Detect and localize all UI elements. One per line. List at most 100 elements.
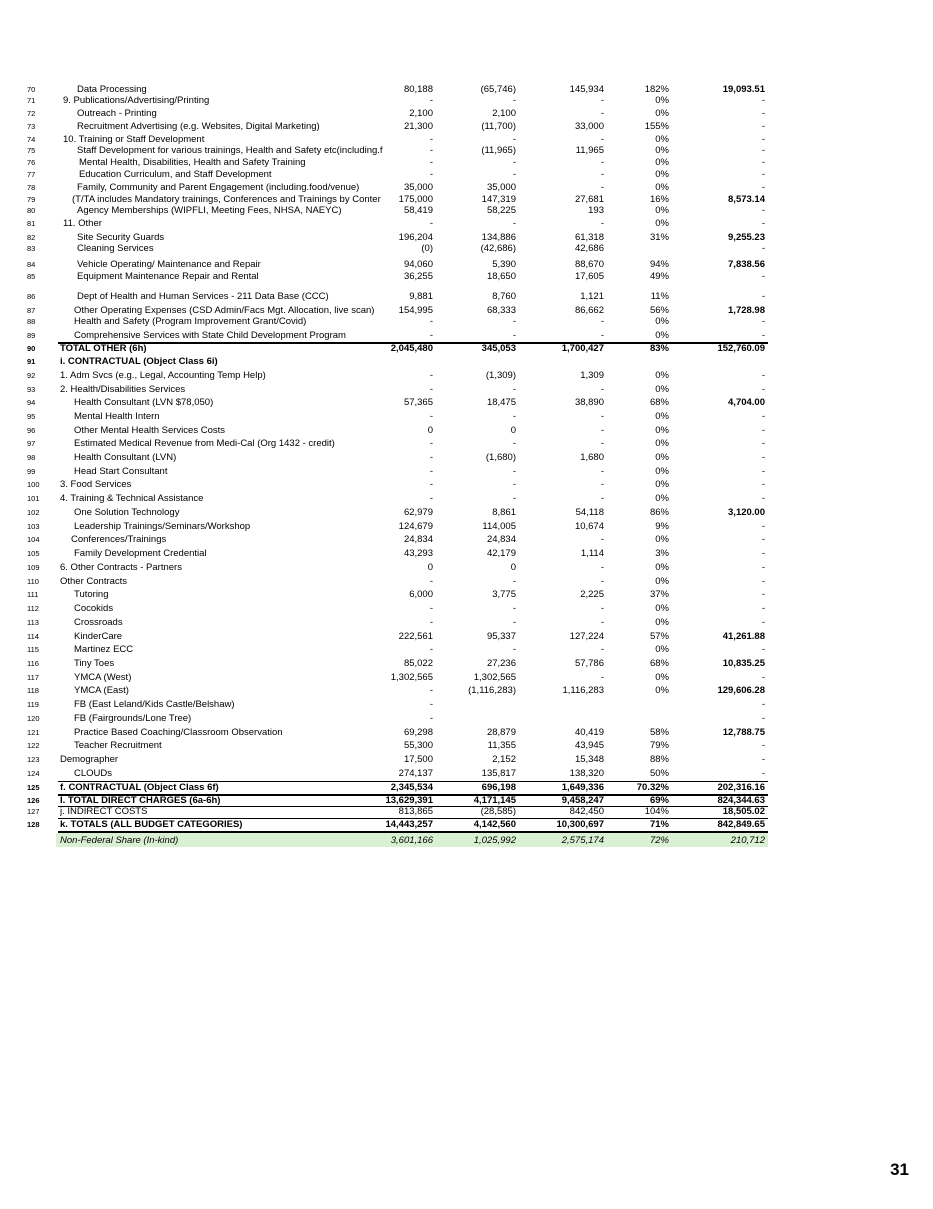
monthly-cell: 210,712 <box>730 835 765 846</box>
change-cell: 2,100 <box>492 108 516 119</box>
monthly-cell: 3,120.00 <box>728 507 765 518</box>
budget-cell: - <box>429 438 433 449</box>
monthly-cell: 202,316.16 <box>717 782 765 793</box>
budget-cell: 94,060 <box>403 259 433 270</box>
budget-cell: 13,629,391 <box>385 795 433 806</box>
row-label: 3. Food Services <box>60 479 132 490</box>
budget-cell: 6,000 <box>409 589 433 600</box>
monthly-cell: - <box>761 521 765 532</box>
monthly-cell: - <box>761 493 765 504</box>
row-label: FB (East Leland/Kids Castle/Belshaw) <box>74 699 235 710</box>
remaining-cell: - <box>600 169 604 180</box>
budget-cell: 43,293 <box>403 548 433 559</box>
table-row: 93 2. Health/Disabilities Services - - - 0% - <box>0 383 780 396</box>
monthly-cell: - <box>761 243 765 254</box>
remaining-cell: 43,945 <box>574 740 604 751</box>
remaining-cell: 38,890 <box>574 397 604 408</box>
table-row: 126 I. TOTAL DIRECT CHARGES (6a-6h) 13,629… <box>0 794 780 807</box>
table-row: 78 Family, Community and Parent Engagemen… <box>0 181 780 194</box>
percent-cell: 57% <box>649 631 669 642</box>
row-number: 102 <box>27 508 40 517</box>
change-cell: 5,390 <box>492 259 516 270</box>
percent-cell: 16% <box>649 194 669 205</box>
row-number: 72 <box>27 109 36 118</box>
monthly-cell: 129,606.28 <box>717 685 765 696</box>
percent-cell: 0% <box>655 330 669 341</box>
budget-cell: 175,000 <box>398 194 433 205</box>
monthly-cell: - <box>761 108 765 119</box>
percent-cell: 0% <box>655 644 669 655</box>
row-number: 128 <box>27 820 40 829</box>
change-cell: - <box>512 644 516 655</box>
percent-cell: 0% <box>655 534 669 545</box>
row-number: 121 <box>27 728 40 737</box>
monthly-cell: - <box>761 218 765 229</box>
table-row: 72 Outreach - Printing 2,100 2,100 - 0% - <box>0 107 780 120</box>
budget-cell: (0) <box>421 243 433 254</box>
budget-cell: 2,100 <box>409 108 433 119</box>
row-label: 2. Health/Disabilities Services <box>60 384 186 395</box>
row-label: 4. Training & Technical Assistance <box>60 493 204 504</box>
monthly-cell: - <box>761 384 765 395</box>
row-label: (T/TA includes Mandatory trainings, Conf… <box>72 194 381 205</box>
percent-cell: 49% <box>649 271 669 282</box>
remaining-cell: - <box>600 218 604 229</box>
percent-cell: 86% <box>649 507 669 518</box>
percent-cell: 0% <box>655 603 669 614</box>
row-number: 123 <box>27 755 40 764</box>
remaining-cell: 193 <box>588 205 604 216</box>
monthly-cell: - <box>761 589 765 600</box>
row-number: 77 <box>27 170 36 179</box>
percent-cell: 83% <box>649 343 669 354</box>
percent-cell: 0% <box>655 95 669 106</box>
monthly-cell: 19,093.51 <box>722 84 765 95</box>
row-label: Martinez ECC <box>74 644 134 655</box>
row-number: 88 <box>27 317 36 326</box>
remaining-cell: 1,700,427 <box>561 343 604 354</box>
percent-cell: 31% <box>649 232 669 243</box>
table-row: 90 TOTAL OTHER (6h) 2,045,480 345,053 1,700,… <box>0 342 780 355</box>
monthly-cell: - <box>761 548 765 559</box>
table-row: 109 6. Other Contracts - Partners 0 0 - 0% - <box>0 561 780 574</box>
percent-cell: 9% <box>655 521 669 532</box>
change-cell: - <box>512 576 516 587</box>
monthly-cell: 842,849.65 <box>717 819 765 830</box>
remaining-cell: 15,348 <box>574 754 604 765</box>
change-cell: - <box>512 169 516 180</box>
row-label: Other Mental Health Services Costs <box>74 425 226 436</box>
change-cell: 68,333 <box>486 305 516 316</box>
percent-cell: 70.32% <box>636 782 669 793</box>
budget-cell: 124,679 <box>398 521 433 532</box>
change-cell: - <box>512 603 516 614</box>
table-row: 104 Conferences/Trainings 24,834 24,834 - 0% - <box>0 533 780 546</box>
table-row: 110 Other Contracts - - - 0% - <box>0 575 780 588</box>
change-cell: (11,700) <box>481 121 516 132</box>
budget-cell: - <box>429 411 433 422</box>
row-number: 103 <box>27 522 40 531</box>
monthly-cell: - <box>761 479 765 490</box>
row-number: 92 <box>27 371 36 380</box>
change-cell: 0 <box>510 425 516 436</box>
change-cell: - <box>512 466 516 477</box>
remaining-cell: 1,309 <box>580 370 604 381</box>
row-number: 75 <box>27 146 36 155</box>
percent-cell: 0% <box>655 218 669 229</box>
remaining-cell: 88,670 <box>574 259 604 270</box>
budget-cell: 55,300 <box>403 740 433 751</box>
budget-cell: 154,995 <box>398 305 433 316</box>
budget-cell: - <box>429 644 433 655</box>
budget-cell: 2,345,534 <box>390 782 433 793</box>
table-row: 124 CLOUDs 274,137 135,817 138,320 50% - <box>0 767 780 780</box>
budget-cell: 85,022 <box>403 658 433 669</box>
row-number: 93 <box>27 385 36 394</box>
row-label: TOTAL OTHER (6h) <box>60 343 147 354</box>
row-label: i. CONTRACTUAL (Object Class 6i) <box>60 356 218 367</box>
change-cell: 147,319 <box>481 194 516 205</box>
row-number: 73 <box>27 122 36 131</box>
monthly-cell: - <box>761 713 765 724</box>
monthly-cell: - <box>761 438 765 449</box>
budget-cell: 21,300 <box>403 121 433 132</box>
monthly-cell: 9,255.23 <box>728 232 765 243</box>
row-number: 118 <box>27 686 39 695</box>
table-row: 89 Comprehensive Services with State Chil… <box>0 329 780 342</box>
